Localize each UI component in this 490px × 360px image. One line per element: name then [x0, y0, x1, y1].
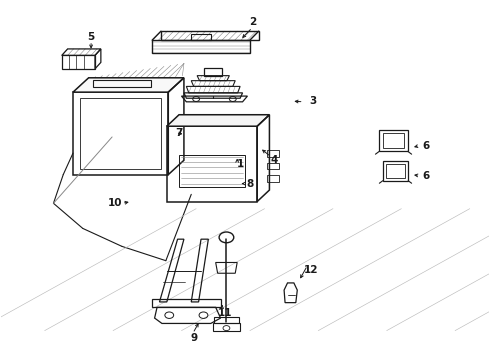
Text: 5: 5	[87, 32, 95, 41]
Text: 8: 8	[246, 179, 253, 189]
Bar	[191, 34, 211, 40]
Bar	[93, 80, 151, 87]
Text: 1: 1	[237, 159, 244, 169]
Bar	[386, 163, 405, 178]
Text: 3: 3	[310, 96, 317, 106]
Bar	[267, 163, 279, 169]
Text: 10: 10	[108, 198, 123, 208]
Text: 6: 6	[422, 141, 429, 151]
Text: 11: 11	[218, 308, 233, 318]
Bar	[379, 130, 408, 151]
Bar	[204, 68, 222, 76]
Polygon shape	[73, 78, 184, 92]
Bar	[80, 98, 161, 169]
Text: 12: 12	[304, 265, 318, 275]
Text: 4: 4	[270, 155, 278, 165]
Polygon shape	[167, 115, 270, 126]
Bar	[267, 150, 279, 157]
Bar	[214, 317, 239, 323]
Text: 9: 9	[190, 333, 197, 343]
Bar	[213, 323, 240, 330]
Bar	[179, 155, 245, 187]
Text: 2: 2	[249, 17, 256, 27]
Bar	[383, 161, 408, 181]
Bar	[383, 133, 404, 148]
Text: 7: 7	[175, 129, 183, 138]
Bar	[267, 175, 279, 182]
Text: 6: 6	[422, 171, 429, 181]
